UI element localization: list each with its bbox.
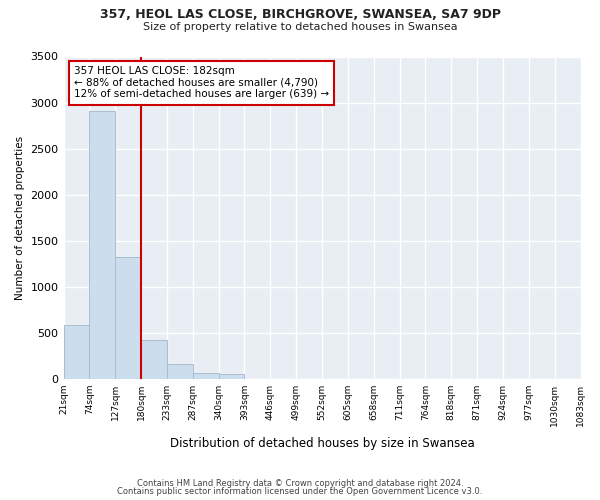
Text: 357 HEOL LAS CLOSE: 182sqm
← 88% of detached houses are smaller (4,790)
12% of s: 357 HEOL LAS CLOSE: 182sqm ← 88% of deta… xyxy=(74,66,329,100)
Bar xyxy=(64,326,89,379)
Bar xyxy=(115,258,141,379)
Bar xyxy=(218,374,244,379)
Text: Size of property relative to detached houses in Swansea: Size of property relative to detached ho… xyxy=(143,22,457,32)
Bar xyxy=(193,373,218,379)
X-axis label: Distribution of detached houses by size in Swansea: Distribution of detached houses by size … xyxy=(170,437,475,450)
Bar xyxy=(141,340,167,379)
Bar xyxy=(89,111,115,379)
Text: Contains public sector information licensed under the Open Government Licence v3: Contains public sector information licen… xyxy=(118,487,482,496)
Text: 357, HEOL LAS CLOSE, BIRCHGROVE, SWANSEA, SA7 9DP: 357, HEOL LAS CLOSE, BIRCHGROVE, SWANSEA… xyxy=(100,8,500,20)
Text: Contains HM Land Registry data © Crown copyright and database right 2024.: Contains HM Land Registry data © Crown c… xyxy=(137,478,463,488)
Y-axis label: Number of detached properties: Number of detached properties xyxy=(15,136,25,300)
Bar xyxy=(167,364,193,379)
